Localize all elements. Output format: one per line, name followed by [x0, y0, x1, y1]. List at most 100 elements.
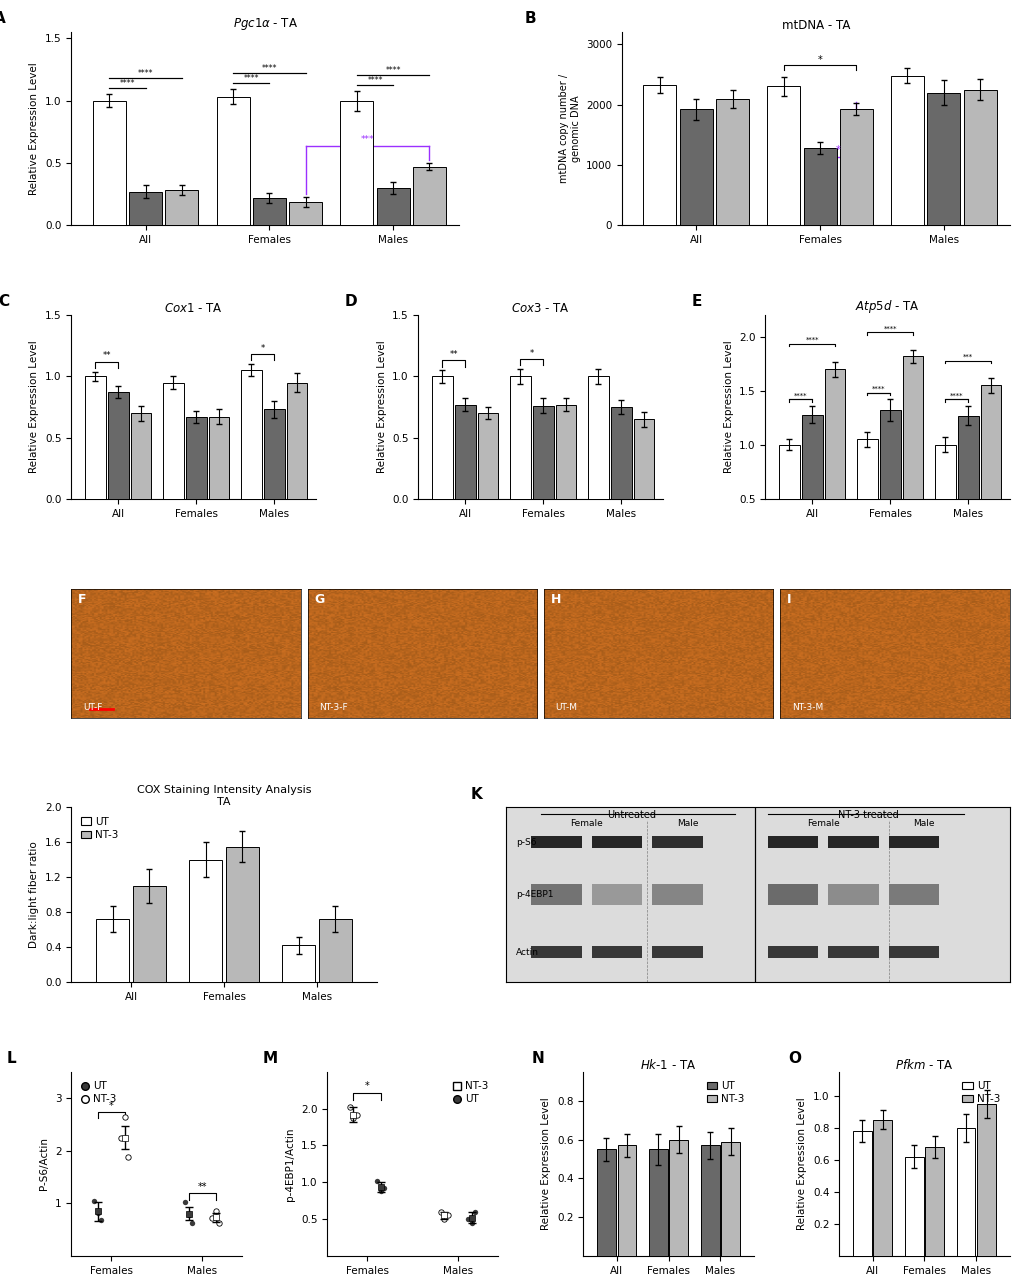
- Bar: [766, 86, 800, 225]
- Text: L: L: [6, 1051, 16, 1065]
- Bar: [904, 1157, 922, 1256]
- Text: Female: Female: [806, 819, 839, 828]
- Bar: [610, 407, 631, 498]
- Point: [120, 1146, 137, 1167]
- Point: [345, 1108, 362, 1128]
- Bar: [839, 109, 872, 225]
- Bar: [979, 385, 1001, 553]
- Bar: [891, 76, 923, 225]
- Bar: [240, 370, 262, 498]
- Bar: [216, 97, 250, 225]
- Bar: [668, 1140, 688, 1256]
- Title: $\mathit{Atp5d}$ - TA: $\mathit{Atp5d}$ - TA: [855, 298, 919, 316]
- Text: *: *: [817, 55, 821, 66]
- Bar: [189, 860, 222, 981]
- Bar: [532, 406, 553, 498]
- Bar: [651, 947, 702, 958]
- Bar: [801, 415, 821, 553]
- Bar: [318, 920, 352, 981]
- Bar: [888, 885, 938, 905]
- Bar: [477, 413, 498, 498]
- Bar: [976, 1104, 995, 1256]
- Bar: [225, 846, 259, 981]
- Bar: [803, 148, 836, 225]
- Y-axis label: Relative Expression Level: Relative Expression Level: [541, 1097, 551, 1230]
- Legend: UT, NT-3: UT, NT-3: [702, 1077, 748, 1109]
- Text: p-S6: p-S6: [516, 838, 536, 846]
- Bar: [888, 947, 938, 958]
- Text: Male: Male: [913, 819, 934, 828]
- Y-axis label: p-4EBP1/Actin: p-4EBP1/Actin: [285, 1127, 296, 1200]
- Text: ****: ****: [385, 66, 400, 75]
- Point: [113, 1127, 129, 1148]
- Bar: [431, 376, 452, 498]
- Y-axis label: Relative Expression Level: Relative Expression Level: [797, 1097, 807, 1230]
- Bar: [454, 404, 475, 498]
- Bar: [85, 376, 106, 498]
- Text: *: *: [529, 349, 533, 358]
- Bar: [872, 1119, 892, 1256]
- Text: ****: ****: [805, 337, 818, 343]
- Bar: [879, 411, 900, 553]
- Text: Untreated: Untreated: [607, 810, 656, 820]
- Bar: [132, 886, 166, 981]
- Bar: [827, 836, 878, 849]
- Point: [460, 1208, 476, 1229]
- Text: C: C: [0, 294, 9, 309]
- Y-axis label: P-S6/Actin: P-S6/Actin: [40, 1137, 50, 1190]
- Bar: [165, 191, 199, 225]
- Bar: [700, 1145, 718, 1256]
- Bar: [555, 404, 576, 498]
- Text: O: O: [788, 1051, 800, 1065]
- Text: ****: ****: [949, 393, 963, 398]
- Y-axis label: mtDNA copy number /
genomic DNA: mtDNA copy number / genomic DNA: [558, 75, 580, 183]
- Y-axis label: Relative Expression Level: Relative Expression Level: [376, 340, 386, 474]
- Point: [211, 1213, 227, 1234]
- Text: *: *: [835, 146, 840, 156]
- Bar: [934, 444, 955, 553]
- Text: ****: ****: [367, 76, 382, 85]
- Point: [204, 1208, 220, 1229]
- Text: NT-3-M: NT-3-M: [791, 703, 822, 712]
- Bar: [924, 1148, 943, 1256]
- Text: ****: ****: [119, 80, 136, 89]
- Y-axis label: Relative Expression Level: Relative Expression Level: [30, 62, 40, 194]
- Point: [376, 1177, 392, 1198]
- Point: [436, 1208, 452, 1229]
- Title: $\mathit{Pgc1α}$ - TA: $\mathit{Pgc1α}$ - TA: [232, 17, 298, 32]
- Point: [372, 1181, 388, 1202]
- Bar: [651, 836, 702, 849]
- Bar: [96, 920, 129, 981]
- Bar: [340, 100, 373, 225]
- Point: [369, 1171, 385, 1191]
- Bar: [616, 1145, 636, 1256]
- Bar: [767, 836, 817, 849]
- Bar: [888, 836, 938, 849]
- Text: *: *: [365, 1081, 369, 1091]
- Point: [348, 1104, 365, 1124]
- Bar: [902, 357, 922, 553]
- Bar: [93, 100, 125, 225]
- Bar: [129, 192, 162, 225]
- Bar: [108, 393, 128, 498]
- Text: ****: ****: [793, 393, 807, 398]
- Text: ****: ****: [244, 75, 259, 84]
- Text: ***: ***: [962, 353, 972, 359]
- Text: M: M: [262, 1051, 277, 1065]
- Text: Actin: Actin: [516, 948, 539, 957]
- Bar: [587, 376, 608, 498]
- Bar: [282, 945, 315, 981]
- Point: [86, 1190, 102, 1211]
- Text: ****: ****: [138, 70, 153, 79]
- Text: ****: ****: [871, 386, 884, 392]
- Bar: [963, 89, 996, 225]
- Text: **: **: [198, 1182, 207, 1193]
- Bar: [591, 947, 642, 958]
- Text: *: *: [109, 1101, 113, 1110]
- Text: *: *: [261, 344, 265, 353]
- Text: H: H: [550, 592, 560, 605]
- Bar: [824, 370, 845, 553]
- Legend: NT-3, UT: NT-3, UT: [448, 1077, 492, 1109]
- Point: [93, 1209, 109, 1230]
- Title: $\mathit{Hk}$-$\mathit{1}$ - TA: $\mathit{Hk}$-$\mathit{1}$ - TA: [640, 1057, 696, 1072]
